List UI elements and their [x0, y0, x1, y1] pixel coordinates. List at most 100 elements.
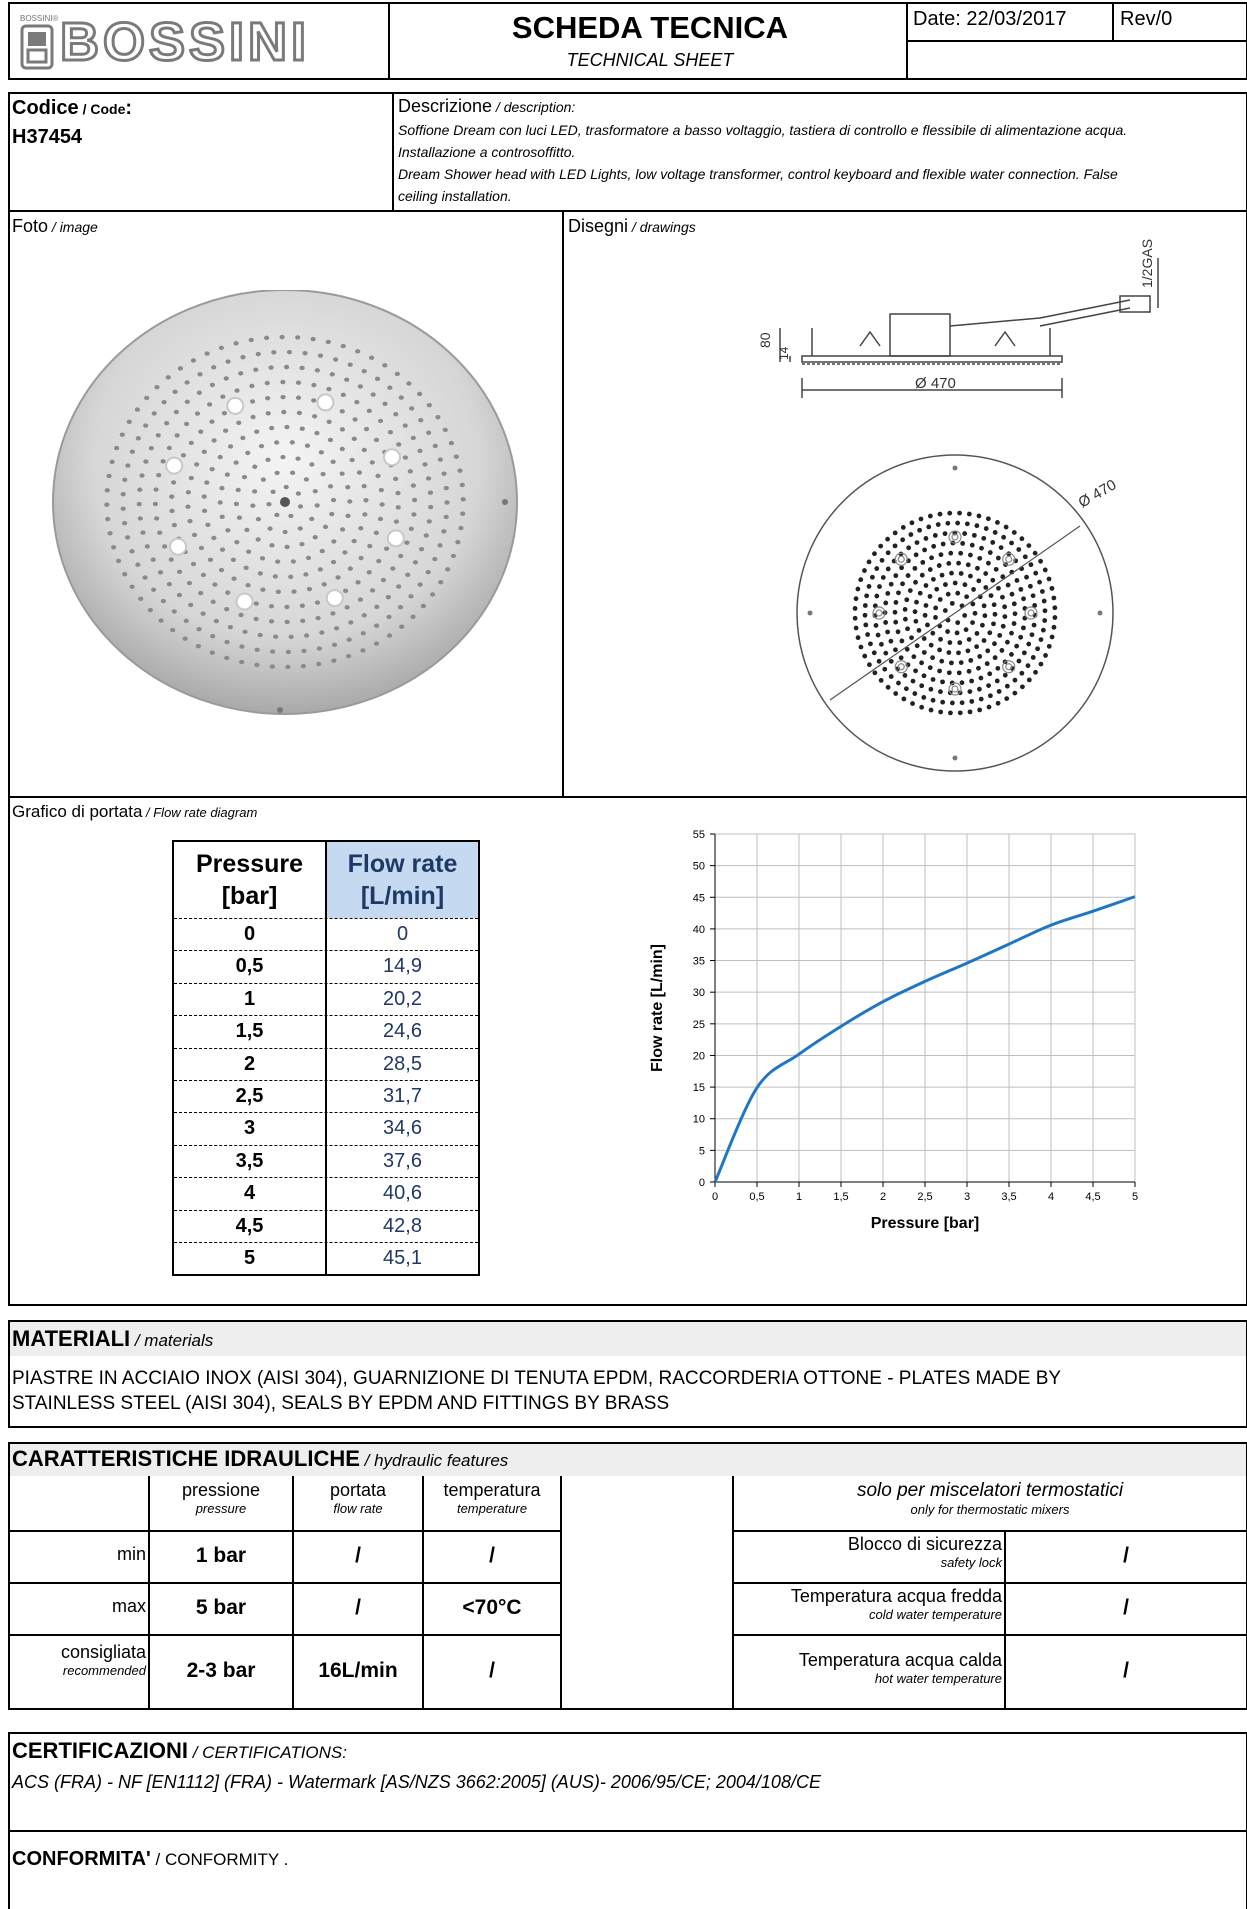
dim-14-text: 14 — [777, 346, 791, 360]
hyd-grid-h2 — [8, 1582, 562, 1584]
x-tick-label: 4,5 — [1085, 1191, 1100, 1203]
flow-rate-chart: 0 5 10 15 20 25 30 35 40 45 50 55 0 0,5 1 1,5 2 2,5 3 3,5 4 4… — [649, 829, 1138, 1232]
flowrate-header: Flow rate [L/min] — [327, 842, 478, 918]
table-row: 3 34,6 — [174, 1112, 478, 1145]
y-tick-label: 0 — [699, 1177, 705, 1189]
table-row: 4,5 42,8 — [174, 1209, 478, 1242]
thermo-grid-v1 — [732, 1476, 734, 1710]
code-divider — [392, 92, 394, 212]
thermo-cold-value: / — [1123, 1596, 1129, 1619]
code-label: Codice / Code: — [12, 97, 133, 119]
y-tick-label: 30 — [693, 987, 705, 999]
y-tick-label: 45 — [693, 892, 705, 904]
photo-label: Foto / image — [12, 216, 98, 236]
header-divider-3 — [1112, 2, 1114, 42]
table-row: 3,5 37,6 — [174, 1144, 478, 1178]
y-tick-label: 35 — [693, 956, 705, 968]
thermo-grid-h3 — [732, 1634, 1247, 1636]
hyd-row-min-label: min — [116, 1544, 146, 1564]
certifications-title: CERTIFICAZIONI / CERTIFICATIONS: — [12, 1738, 347, 1763]
y-tick-label: 20 — [693, 1050, 705, 1062]
description-line-4: ceiling installation. — [398, 188, 512, 204]
x-tick-label: 2 — [880, 1191, 886, 1203]
table-row: 5 45,1 — [174, 1241, 478, 1275]
x-tick-label: 0,5 — [749, 1191, 764, 1203]
hydraulic-band — [10, 1444, 1246, 1476]
y-tick-label: 40 — [693, 924, 705, 936]
y-tick-label: 10 — [693, 1114, 705, 1126]
y-tick-label: 25 — [693, 1019, 705, 1031]
hyd-max-temperature: <70°C — [462, 1596, 522, 1619]
thermo-hot-value: / — [1123, 1659, 1129, 1682]
dim-gas-text: 1/2GAS — [1139, 239, 1155, 288]
top-drawing: Ø 470 — [796, 454, 1119, 772]
thermo-grid-h2 — [732, 1582, 1247, 1584]
thermo-row-cold-label: Temperatura acqua fredda cold water temp… — [790, 1586, 1002, 1622]
materials-line-2: STAINLESS STEEL (AISI 304), SEALS BY EPD… — [12, 1393, 670, 1414]
description-line-2: Installazione a controsoffitto. — [398, 144, 576, 160]
x-tick-label: 2,5 — [917, 1191, 932, 1203]
flow-rate-series-line — [713, 895, 1136, 1183]
code-value: H37454 — [12, 126, 83, 148]
hyd-row-max-label: max — [111, 1596, 146, 1616]
hyd-grid-v1 — [148, 1476, 150, 1710]
y-tick-label: 5 — [699, 1145, 705, 1157]
drawings-label: Disegni / drawings — [568, 216, 696, 236]
brand-mark-icon — [20, 24, 54, 70]
hyd-grid-v3 — [422, 1476, 424, 1710]
hyd-rec-flowrate: 16L/min — [318, 1659, 398, 1682]
hyd-max-flowrate: / — [355, 1596, 361, 1619]
thermo-grid-v2 — [1004, 1530, 1006, 1710]
hyd-head-flowrate: portata flow rate — [329, 1480, 387, 1516]
brand-logo: BOSSINI® BOSSINI — [18, 11, 378, 74]
table-row: 0,5 14,9 — [174, 950, 478, 983]
hyd-rec-pressure: 2-3 bar — [186, 1659, 256, 1682]
brand-name: BOSSINI — [58, 11, 311, 74]
dim-80-text: 80 — [757, 332, 773, 348]
date-field: Date: 22/03/2017 — [913, 8, 1067, 30]
materials-line-1: PIASTRE IN ACCIAIO INOX (AISI 304), GUAR… — [12, 1368, 1062, 1389]
y-axis-label: Flow rate [L/min] — [649, 944, 666, 1072]
thermo-row-safety-label: Blocco di sicurezza safety lock — [847, 1534, 1002, 1570]
hyd-grid-h3 — [8, 1634, 562, 1636]
hydraulic-title: CARATTERISTICHE IDRAULICHE / hydraulic f… — [12, 1446, 509, 1471]
description-line-1: Soffione Dream con luci LED, trasformato… — [398, 122, 1128, 138]
flow-table-header: Pressure [bar] Flow rate [L/min] — [174, 842, 478, 918]
thermo-safety-value: / — [1123, 1544, 1129, 1567]
hyd-min-pressure: 1 bar — [195, 1544, 247, 1567]
x-tick-label: 4 — [1048, 1191, 1054, 1203]
photo-divider — [562, 212, 564, 798]
code-description-frame — [8, 92, 1247, 212]
header-divider-1 — [388, 2, 390, 80]
thermo-grid-h1 — [732, 1530, 1247, 1532]
materials-title: MATERIALI / materials — [12, 1326, 214, 1351]
hyd-max-pressure: 5 bar — [195, 1596, 247, 1619]
dim-diam-side-text: Ø 470 — [915, 375, 956, 392]
y-tick-label: 50 — [693, 861, 705, 873]
hyd-grid-v2 — [292, 1476, 294, 1710]
x-tick-label: 3 — [964, 1191, 970, 1203]
page-subtitle: TECHNICAL SHEET — [566, 50, 734, 70]
hyd-grid-h1 — [8, 1530, 562, 1532]
y-tick-label: 55 — [693, 829, 705, 841]
x-tick-label: 1 — [796, 1191, 802, 1203]
chart-grid — [714, 833, 1136, 1183]
revision-field: Rev/0 — [1120, 8, 1173, 30]
conformity-title: CONFORMITA' / CONFORMITY . — [12, 1848, 289, 1870]
hyd-rec-temperature: / — [489, 1659, 495, 1682]
table-row: 2,5 31,7 — [174, 1079, 478, 1113]
description-label: Descrizione / description: — [398, 96, 576, 116]
side-drawing: 80 14 Ø 470 1/2GAS — [757, 239, 1159, 398]
x-tick-label: 1,5 — [833, 1191, 848, 1203]
table-row: 1,5 24,6 — [174, 1015, 478, 1048]
brand-small-text: BOSSINI® — [20, 14, 59, 23]
pressure-header: Pressure [bar] — [174, 842, 327, 918]
description-line-3: Dream Shower head with LED Lights, low v… — [398, 166, 1118, 182]
table-row: 1 20,2 — [174, 982, 478, 1016]
materials-band — [10, 1322, 1246, 1356]
x-tick-label: 0 — [712, 1191, 718, 1203]
x-axis-label: Pressure [bar] — [871, 1215, 980, 1232]
page-title: SCHEDA TECNICA — [511, 10, 789, 45]
